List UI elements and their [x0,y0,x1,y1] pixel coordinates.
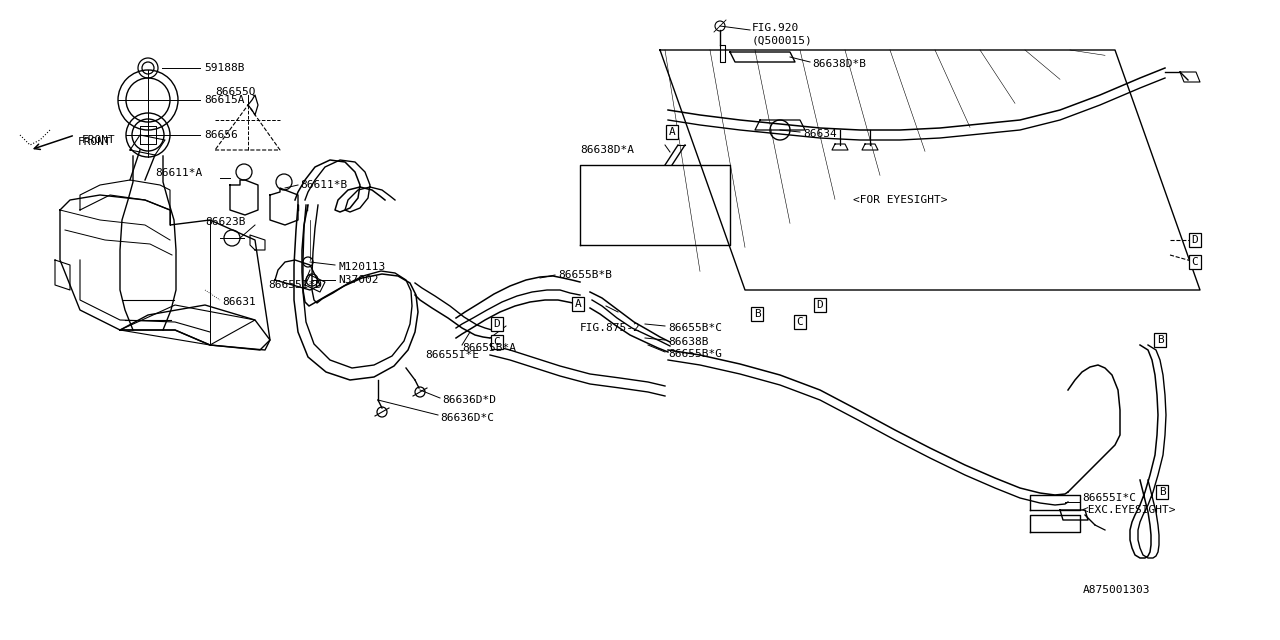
Text: B: B [1158,487,1165,497]
Text: 86636D*C: 86636D*C [440,413,494,423]
Text: 86611*B: 86611*B [300,180,347,190]
Text: A: A [668,127,676,137]
Text: 86623B: 86623B [205,217,246,227]
Text: 86611*A: 86611*A [155,168,202,178]
Text: 86655B*G: 86655B*G [668,349,722,359]
Text: FRONT: FRONT [82,135,115,145]
Text: B: B [1157,335,1164,345]
Text: 86638D*A: 86638D*A [580,145,634,155]
Text: FIG.920: FIG.920 [753,23,799,33]
Text: D: D [1192,235,1198,245]
Text: <FOR EYESIGHT>: <FOR EYESIGHT> [852,195,947,205]
Text: D: D [817,300,823,310]
Text: C: C [796,317,804,327]
Text: C: C [494,337,500,347]
Text: 86655Q: 86655Q [215,87,256,97]
Text: <EXC.EYESIGHT>: <EXC.EYESIGHT> [1082,505,1176,515]
Text: (Q500015): (Q500015) [753,35,813,45]
Text: 86655I*C: 86655I*C [1082,493,1137,503]
Text: 86631: 86631 [221,297,256,307]
Text: A875001303: A875001303 [1083,585,1149,595]
Text: B: B [754,309,760,319]
Text: 59188B: 59188B [204,63,244,73]
Text: D: D [494,319,500,329]
Text: 86615A: 86615A [204,95,244,105]
Text: N37002: N37002 [338,275,379,285]
Text: FIG.875-2: FIG.875-2 [580,323,641,333]
Text: 86655I*E: 86655I*E [425,350,479,360]
Text: 86655I*D: 86655I*D [268,280,323,290]
Text: C: C [1192,257,1198,267]
Text: 86634: 86634 [803,129,837,139]
Text: 86655B*C: 86655B*C [668,323,722,333]
Text: 86636D*D: 86636D*D [442,395,497,405]
Text: FRONT: FRONT [78,137,111,147]
Text: 86656: 86656 [204,130,238,140]
Text: 86638B: 86638B [668,337,709,347]
Text: M120113: M120113 [338,262,385,272]
Text: 86655B*A: 86655B*A [462,343,516,353]
Text: 86638D*B: 86638D*B [812,59,867,69]
Text: A: A [575,299,581,309]
Text: 86655B*B: 86655B*B [558,270,612,280]
